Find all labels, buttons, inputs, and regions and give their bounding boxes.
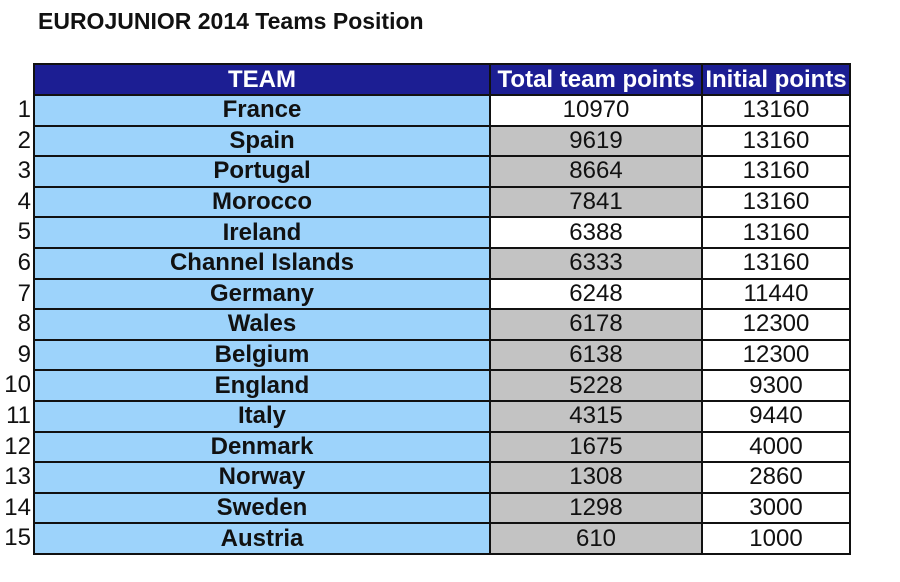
team-name-cell: France bbox=[33, 94, 491, 127]
rank-number: 8 bbox=[17, 310, 31, 338]
initial-points-cell: 11440 bbox=[701, 277, 851, 311]
table-row: France 10970 13160 bbox=[33, 94, 851, 127]
total-points-cell: 6138 bbox=[489, 338, 703, 372]
initial-points-cell: 13160 bbox=[701, 124, 851, 158]
rank-number: 15 bbox=[4, 524, 31, 552]
rank-number: 5 bbox=[17, 218, 31, 246]
total-points-cell: 7841 bbox=[489, 185, 703, 219]
table-row: Belgium 6138 12300 bbox=[33, 338, 851, 372]
total-points-cell: 1308 bbox=[489, 461, 703, 494]
table-row: Spain 9619 13160 bbox=[33, 124, 851, 158]
standings-table: TEAM Total team points Initial points Fr… bbox=[33, 63, 851, 555]
initial-points-cell: 9440 bbox=[701, 399, 851, 433]
header-team: TEAM bbox=[33, 63, 491, 96]
total-points-cell: 6178 bbox=[489, 308, 703, 341]
team-name-cell: Sweden bbox=[33, 491, 491, 525]
team-name-cell: Austria bbox=[33, 522, 491, 555]
total-points-cell: 10970 bbox=[489, 94, 703, 127]
team-name-cell: Morocco bbox=[33, 185, 491, 219]
rank-number: 14 bbox=[4, 493, 31, 521]
team-name-cell: Germany bbox=[33, 277, 491, 311]
initial-points-cell: 12300 bbox=[701, 338, 851, 372]
total-points-cell: 8664 bbox=[489, 155, 703, 188]
initial-points-cell: 9300 bbox=[701, 369, 851, 402]
initial-points-cell: 12300 bbox=[701, 308, 851, 341]
rank-number: 7 bbox=[17, 279, 31, 307]
team-name-cell: Wales bbox=[33, 308, 491, 341]
table-row: Germany 6248 11440 bbox=[33, 277, 851, 311]
page-title: EUROJUNIOR 2014 Teams Position bbox=[38, 8, 424, 34]
rank-number: 3 bbox=[17, 157, 31, 185]
initial-points-cell: 13160 bbox=[701, 246, 851, 280]
table-row: Portugal 8664 13160 bbox=[33, 155, 851, 188]
team-name-cell: England bbox=[33, 369, 491, 402]
rank-column: 1 2 3 4 5 6 7 8 9 10 11 12 13 14 15 bbox=[0, 95, 31, 554]
total-points-cell: 5228 bbox=[489, 369, 703, 402]
initial-points-cell: 13160 bbox=[701, 94, 851, 127]
team-name-cell: Channel Islands bbox=[33, 246, 491, 280]
table-header-row: TEAM Total team points Initial points bbox=[33, 63, 851, 96]
total-points-cell: 6388 bbox=[489, 216, 703, 249]
initial-points-cell: 4000 bbox=[701, 430, 851, 464]
initial-points-cell: 3000 bbox=[701, 491, 851, 525]
table-row: Channel Islands 6333 13160 bbox=[33, 246, 851, 280]
table-row: Wales 6178 12300 bbox=[33, 308, 851, 341]
total-points-cell: 4315 bbox=[489, 399, 703, 433]
team-name-cell: Italy bbox=[33, 399, 491, 433]
header-initial-points: Initial points bbox=[701, 63, 851, 96]
team-name-cell: Denmark bbox=[33, 430, 491, 464]
initial-points-cell: 13160 bbox=[701, 216, 851, 249]
table-row: Italy 4315 9440 bbox=[33, 399, 851, 433]
rank-number: 4 bbox=[17, 187, 31, 215]
table-row: Norway 1308 2860 bbox=[33, 461, 851, 494]
total-points-cell: 9619 bbox=[489, 124, 703, 158]
rank-number: 1 bbox=[17, 96, 31, 123]
rank-number: 12 bbox=[4, 432, 31, 460]
table-row: Sweden 1298 3000 bbox=[33, 491, 851, 525]
total-points-cell: 1298 bbox=[489, 491, 703, 525]
team-name-cell: Belgium bbox=[33, 338, 491, 372]
rank-number: 6 bbox=[17, 248, 31, 276]
table-row: Austria 610 1000 bbox=[33, 522, 851, 555]
total-points-cell: 1675 bbox=[489, 430, 703, 464]
initial-points-cell: 1000 bbox=[701, 522, 851, 555]
team-name-cell: Spain bbox=[33, 124, 491, 158]
team-name-cell: Ireland bbox=[33, 216, 491, 249]
rank-number: 11 bbox=[6, 401, 31, 429]
team-name-cell: Portugal bbox=[33, 155, 491, 188]
initial-points-cell: 13160 bbox=[701, 155, 851, 188]
initial-points-cell: 2860 bbox=[701, 461, 851, 494]
table-row: Morocco 7841 13160 bbox=[33, 185, 851, 219]
table-body: France 10970 13160 Spain 9619 13160 Portugal 86… bbox=[33, 94, 851, 555]
total-points-cell: 6333 bbox=[489, 246, 703, 280]
total-points-cell: 610 bbox=[489, 522, 703, 555]
table-row: Denmark 1675 4000 bbox=[33, 430, 851, 464]
table-row: England 5228 9300 bbox=[33, 369, 851, 402]
rank-number: 13 bbox=[4, 463, 31, 491]
initial-points-cell: 13160 bbox=[701, 185, 851, 219]
rank-number: 10 bbox=[4, 371, 31, 399]
rank-number: 2 bbox=[17, 126, 31, 154]
table-row: Ireland 6388 13160 bbox=[33, 216, 851, 249]
header-total-points: Total team points bbox=[489, 63, 703, 96]
rank-number: 9 bbox=[17, 340, 31, 368]
total-points-cell: 6248 bbox=[489, 277, 703, 311]
team-name-cell: Norway bbox=[33, 461, 491, 494]
